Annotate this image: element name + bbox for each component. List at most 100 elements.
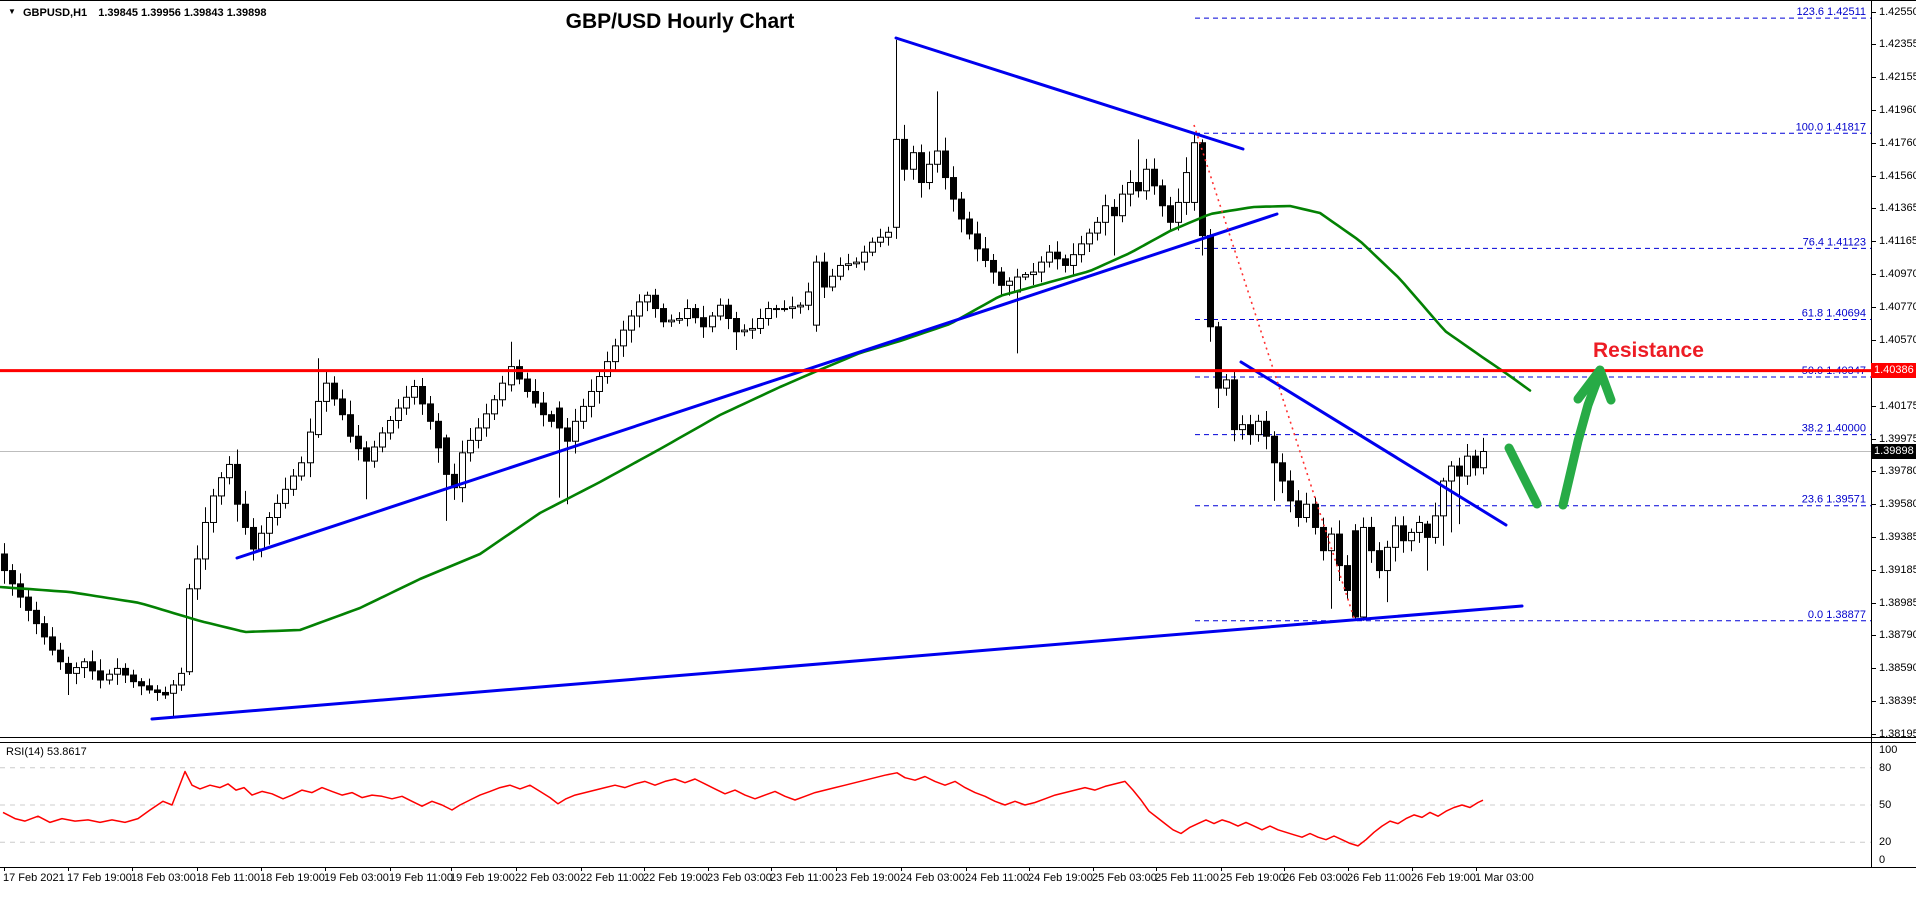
candle-bullish xyxy=(797,304,804,308)
candle-bullish xyxy=(1416,521,1423,533)
date-axis-label: 25 Feb 03:00 xyxy=(1092,872,1157,884)
date-axis-label: 24 Feb 19:00 xyxy=(1028,872,1093,884)
candle-bearish xyxy=(998,271,1005,286)
candle-bullish xyxy=(411,385,418,398)
price-axis-label: 1.41165 xyxy=(1879,235,1916,248)
candle-bullish xyxy=(1408,531,1415,542)
rsi-panel-top-border[interactable] xyxy=(0,742,1916,743)
candle-bearish xyxy=(1247,424,1254,436)
price-axis-label: 1.40570 xyxy=(1879,334,1916,347)
price-axis-label: 1.41365 xyxy=(1879,202,1916,215)
candle-bearish xyxy=(733,318,740,333)
date-axis-label: 17 Feb 2021 xyxy=(3,872,65,884)
price-axis-label: 1.41960 xyxy=(1879,103,1916,116)
candle-bullish xyxy=(274,502,281,519)
price-axis-label: 1.41560 xyxy=(1879,169,1916,182)
rsi-indicator-label: RSI(14) 53.8617 xyxy=(6,746,87,758)
candle-bullish xyxy=(475,427,482,441)
candle-bullish xyxy=(910,152,917,170)
candle-bearish xyxy=(692,308,699,319)
candle-bearish xyxy=(65,662,72,674)
price-axis-label: 1.38395 xyxy=(1879,694,1916,707)
date-axis-tick xyxy=(261,867,262,871)
date-axis-tick xyxy=(1412,867,1413,871)
price-axis-tick xyxy=(1871,405,1876,407)
symbol-dropdown-icon[interactable]: ▼ xyxy=(8,7,16,16)
price-axis-border xyxy=(1871,1,1872,867)
trendline-short-descending-right[interactable] xyxy=(1239,360,1508,527)
candle-bearish xyxy=(242,503,249,528)
candle-bullish xyxy=(266,517,273,534)
candle-bearish xyxy=(234,463,241,505)
price-axis-label: 1.39975 xyxy=(1879,432,1916,445)
candle-bullish xyxy=(580,405,587,422)
candle-bullish xyxy=(282,488,289,504)
fib-level-label: 38.2 1.40000 xyxy=(1802,423,1866,435)
resistance-price-tag: 1.40386 xyxy=(1871,363,1916,379)
candle-bullish xyxy=(805,291,812,306)
price-axis-label: 1.38985 xyxy=(1879,596,1916,609)
candle-bearish xyxy=(33,609,40,625)
candle-bearish xyxy=(130,674,137,683)
fib-level-label: 100.0 1.41817 xyxy=(1796,121,1866,133)
price-axis-tick xyxy=(1871,241,1876,243)
rsi-indicator-plot[interactable] xyxy=(0,743,1871,867)
price-axis-tick xyxy=(1871,700,1876,702)
price-axis-tick xyxy=(1871,11,1876,13)
candle-bullish xyxy=(709,315,716,328)
candle-bullish xyxy=(1360,526,1367,618)
fib-level-label: 23.6 1.39571 xyxy=(1802,494,1866,506)
date-axis-label: 22 Feb 11:00 xyxy=(580,872,645,884)
candle-bullish xyxy=(926,163,933,184)
candle-bearish xyxy=(652,294,659,310)
candle-bullish xyxy=(628,315,635,331)
candle-bullish xyxy=(186,588,193,673)
candle-bearish xyxy=(1376,550,1383,572)
candle-bearish xyxy=(1159,185,1166,207)
fib-level-label: 0.0 1.38877 xyxy=(1808,609,1866,621)
price-axis-label: 1.39780 xyxy=(1879,465,1916,478)
candle-bullish xyxy=(757,318,764,329)
candle-bullish xyxy=(1175,201,1182,223)
candle-bearish xyxy=(419,385,426,405)
date-axis-tick xyxy=(708,867,709,871)
trendline-upper-descending[interactable] xyxy=(894,36,1245,151)
candle-bearish xyxy=(339,398,346,416)
candle-bearish xyxy=(331,382,338,400)
candle-bearish xyxy=(347,414,354,437)
candle-bullish xyxy=(210,495,217,523)
candle-bearish xyxy=(540,402,547,416)
price-axis-label: 1.40970 xyxy=(1879,267,1916,280)
candle-bearish xyxy=(9,570,16,585)
candle-bullish xyxy=(81,661,88,669)
candle-bearish xyxy=(25,596,32,611)
price-axis-label: 1.38590 xyxy=(1879,662,1916,675)
candle-bullish xyxy=(596,376,603,392)
candle-bearish xyxy=(1231,379,1238,431)
trendline-rising-channel-mid[interactable] xyxy=(235,212,1279,560)
candle-bullish xyxy=(934,150,941,165)
candle-bullish xyxy=(1223,379,1230,389)
candle-bullish xyxy=(1070,254,1077,266)
price-axis-tick xyxy=(1871,569,1876,571)
date-axis-tick xyxy=(197,867,198,871)
green-up-stroke xyxy=(1558,368,1605,510)
candle-bullish xyxy=(1464,455,1471,477)
candle-bullish xyxy=(1038,261,1045,273)
price-chart-plot[interactable]: 123.6 1.42511 100.0 1.41817 76.4 1.41123 61… xyxy=(0,1,1871,739)
candle-bearish xyxy=(162,691,169,696)
date-axis-tick xyxy=(644,867,645,871)
price-axis-tick xyxy=(1871,273,1876,275)
trendline-lower-support-long[interactable] xyxy=(150,604,1524,721)
candle-bullish xyxy=(1022,274,1029,278)
candle-bullish xyxy=(459,452,466,489)
candle-bearish xyxy=(1,553,8,572)
candle-bearish xyxy=(435,420,442,449)
candle-bearish xyxy=(1295,500,1302,519)
candle-bearish xyxy=(1424,523,1431,538)
candle-bullish xyxy=(403,396,410,409)
date-axis-tick xyxy=(1029,867,1030,871)
candle-bullish xyxy=(765,308,772,320)
candle-bearish xyxy=(1263,420,1270,437)
candle-bullish xyxy=(1086,232,1093,245)
